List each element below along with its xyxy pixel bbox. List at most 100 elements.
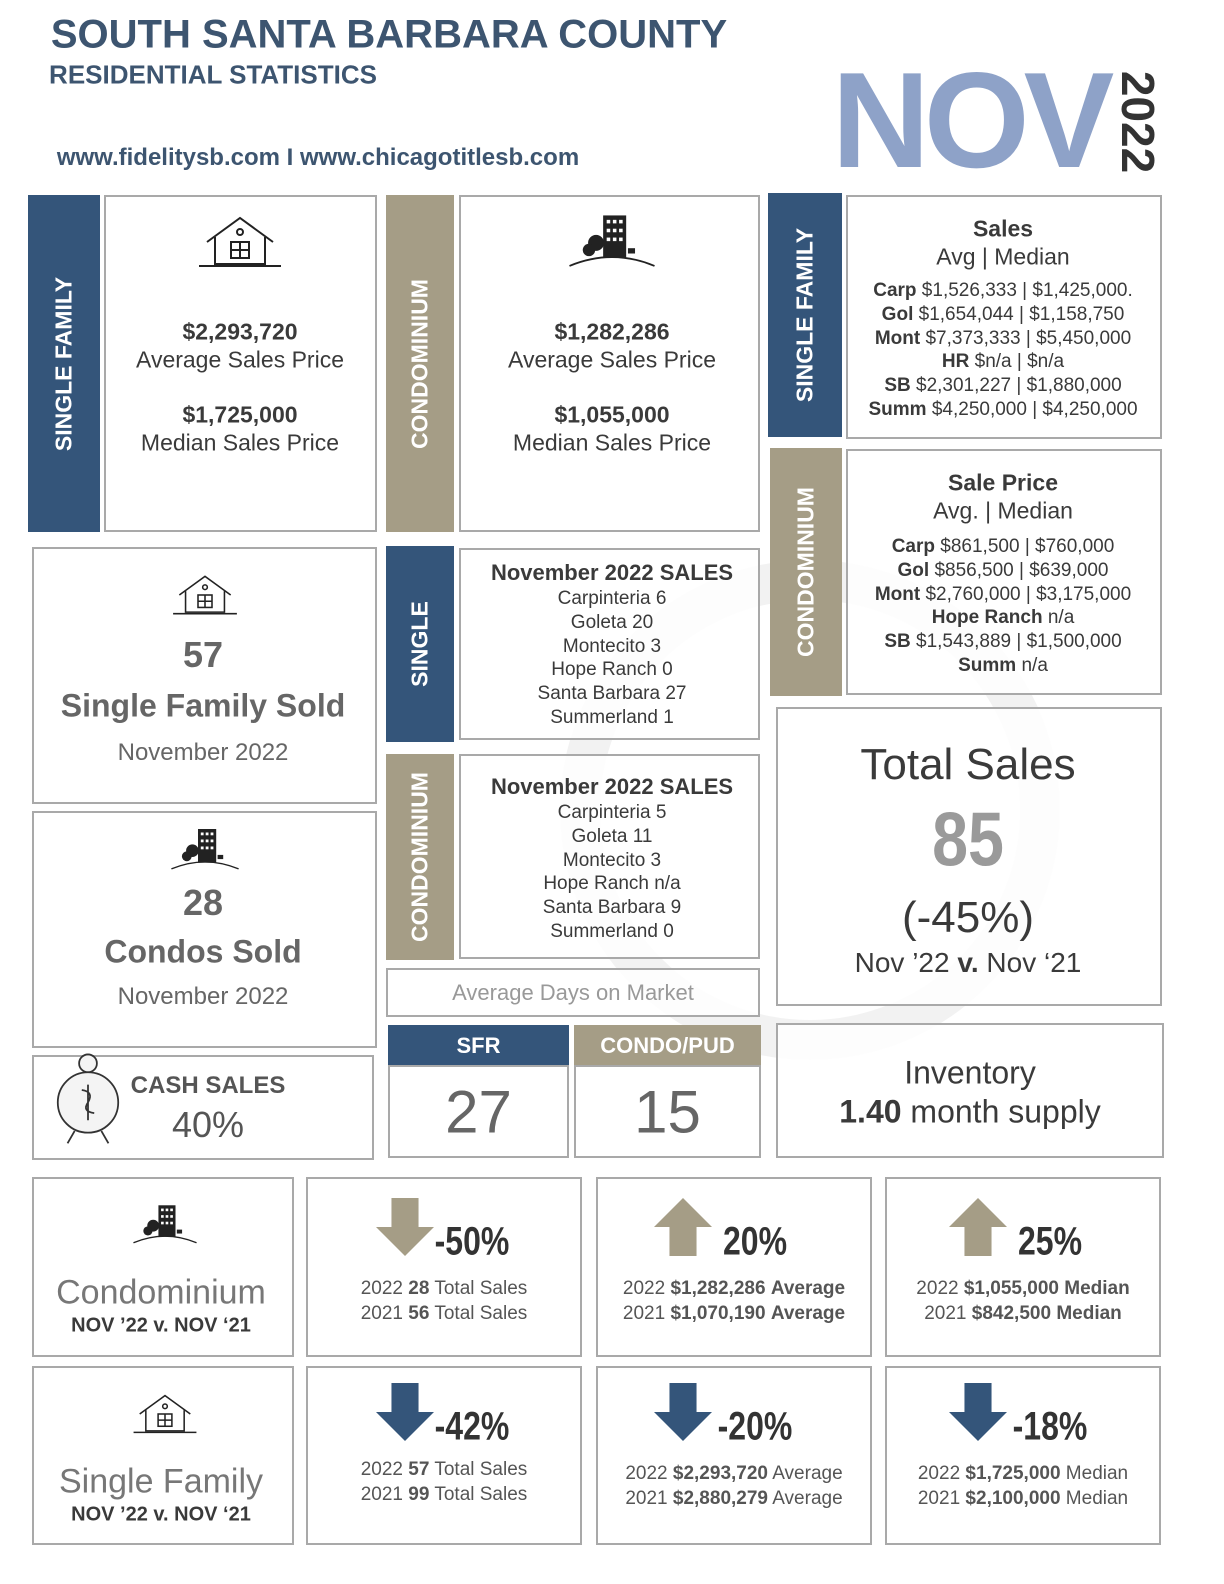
panel bbox=[388, 1065, 569, 1158]
text-line: 2022 $2,293,720 Average bbox=[625, 1463, 842, 1485]
text-part: 2021 bbox=[360, 1483, 403, 1505]
text-part: HR bbox=[941, 351, 970, 373]
text: $1,055,000 bbox=[554, 401, 670, 428]
house-icon bbox=[199, 216, 281, 267]
trend-arrow bbox=[376, 1198, 434, 1256]
text-part: $1,055,000 bbox=[963, 1278, 1059, 1299]
text-part: 20 bbox=[632, 611, 654, 633]
text-part: Median bbox=[1065, 1463, 1129, 1484]
arrow bbox=[948, 1198, 1008, 1256]
text-line: 2022 28 Total Sales bbox=[361, 1278, 528, 1300]
text-part: 1.40 bbox=[839, 1093, 902, 1130]
text: November 2022 bbox=[117, 739, 289, 766]
text-line: Summ $4,250,000 | $4,250,000 bbox=[868, 399, 1137, 421]
text-line: 2022 $1,055,000 Median bbox=[916, 1278, 1129, 1300]
icon bbox=[170, 825, 240, 875]
text: Median Sales Price bbox=[512, 429, 712, 456]
house-icon bbox=[133, 1394, 197, 1434]
text-line: Carp $1,526,333 | $1,425,000. bbox=[873, 280, 1133, 302]
text-line: Mont $2,760,000 | $3,175,000 bbox=[875, 584, 1131, 606]
text-part: Total Sales bbox=[434, 1483, 528, 1505]
websites: www.fidelitysb.com I www.chicagotitlesb.… bbox=[56, 144, 580, 171]
panel bbox=[306, 1366, 582, 1545]
arrow bbox=[653, 1383, 713, 1441]
text-part: Hope Ranch bbox=[931, 607, 1043, 629]
text-part: Summerland bbox=[550, 707, 658, 728]
trend-arrow bbox=[949, 1383, 1007, 1441]
text: CASH SALES bbox=[130, 1072, 286, 1099]
text: November 2022 SALES bbox=[490, 560, 734, 585]
text-line: 1.40 month supply bbox=[839, 1094, 1101, 1131]
text-part: Average bbox=[772, 1463, 843, 1484]
text-part: 6 bbox=[655, 588, 667, 609]
side-label: SINGLE FAMILY bbox=[768, 193, 842, 437]
side-label: CONDOMINIUM bbox=[386, 195, 454, 532]
text-line: Gol $1,654,044 | $1,158,750 bbox=[882, 304, 1125, 326]
title: SOUTH SANTA BARBARA COUNTY bbox=[50, 12, 728, 57]
text: 25% bbox=[1017, 1219, 1083, 1264]
panel bbox=[885, 1366, 1161, 1545]
text-line: 2021 $2,880,279 Average bbox=[625, 1488, 842, 1510]
text-line: Montecito 3 bbox=[563, 850, 661, 872]
text-part: 2021 bbox=[917, 1487, 961, 1509]
text: 27 bbox=[445, 1078, 512, 1146]
text: Condominium bbox=[56, 1273, 266, 1312]
text: Median Sales Price bbox=[140, 429, 340, 456]
text: $1,282,286 bbox=[554, 318, 670, 345]
text-part: $1,070,190 bbox=[670, 1302, 766, 1324]
panel bbox=[846, 449, 1162, 695]
text-part: Goleta bbox=[570, 611, 627, 633]
text-part: month supply bbox=[910, 1093, 1101, 1130]
text-part: n/a bbox=[1021, 655, 1048, 676]
text-line: Carp $861,500 | $760,000 bbox=[892, 536, 1115, 558]
text: 57 bbox=[182, 634, 224, 675]
text-part: $1,526,333 | $1,425,000. bbox=[921, 280, 1133, 301]
text: Condos Sold bbox=[104, 933, 302, 970]
text-part: Nov ‘21 bbox=[986, 947, 1082, 978]
text-part: $2,293,720 bbox=[672, 1463, 768, 1484]
text-line: SB $2,301,227 | $1,880,000 bbox=[884, 375, 1121, 397]
text: Sales bbox=[972, 215, 1034, 242]
panel bbox=[846, 195, 1162, 439]
panel bbox=[459, 548, 760, 740]
text: Single Family Sold bbox=[60, 687, 346, 724]
text-part: SB bbox=[884, 375, 911, 397]
text: -20% bbox=[717, 1404, 793, 1449]
arrow bbox=[375, 1198, 435, 1256]
text-line: Mont $7,373,333 | $5,450,000 bbox=[875, 328, 1131, 350]
text-part: $1,725,000 bbox=[965, 1463, 1061, 1484]
text-part: Gol bbox=[897, 559, 930, 581]
text-part: Gol bbox=[881, 303, 914, 325]
building-icon bbox=[133, 1205, 197, 1244]
text-part: Summ bbox=[868, 399, 927, 420]
text: Sale Price bbox=[948, 469, 1058, 496]
text: 40% bbox=[171, 1104, 245, 1145]
text-part: Hope Ranch bbox=[543, 873, 649, 895]
side-label: CONDOMINIUM bbox=[386, 754, 454, 960]
text: Average Sales Price bbox=[508, 346, 716, 373]
side-label: SINGLE bbox=[386, 546, 454, 742]
text-part: 1 bbox=[663, 707, 674, 728]
icon bbox=[130, 1202, 200, 1248]
house-icon bbox=[173, 575, 237, 615]
text-line: 2021 56 Total Sales bbox=[361, 1303, 528, 1325]
side-label-text: SINGLE bbox=[406, 601, 433, 687]
text: NOV ’22 v. NOV ‘21 bbox=[71, 1314, 251, 1337]
trend-arrow bbox=[376, 1383, 434, 1441]
text-part: 3 bbox=[650, 849, 662, 871]
text-part: 57 bbox=[408, 1459, 430, 1480]
panel bbox=[776, 1023, 1164, 1158]
text-part: 2021 bbox=[924, 1302, 967, 1324]
panel bbox=[32, 1366, 294, 1545]
arrow bbox=[375, 1383, 435, 1441]
panel bbox=[596, 1177, 872, 1357]
text-line: HR $n/a | $n/a bbox=[942, 351, 1064, 373]
text-part: v. bbox=[957, 947, 979, 978]
text-part: Summ bbox=[958, 655, 1017, 676]
text-part: Goleta bbox=[571, 825, 628, 847]
text-part: 2022 bbox=[917, 1463, 961, 1484]
text-line: 2022 57 Total Sales bbox=[361, 1459, 528, 1481]
icon bbox=[48, 1048, 128, 1148]
text-line: Santa Barbara 27 bbox=[538, 683, 687, 705]
